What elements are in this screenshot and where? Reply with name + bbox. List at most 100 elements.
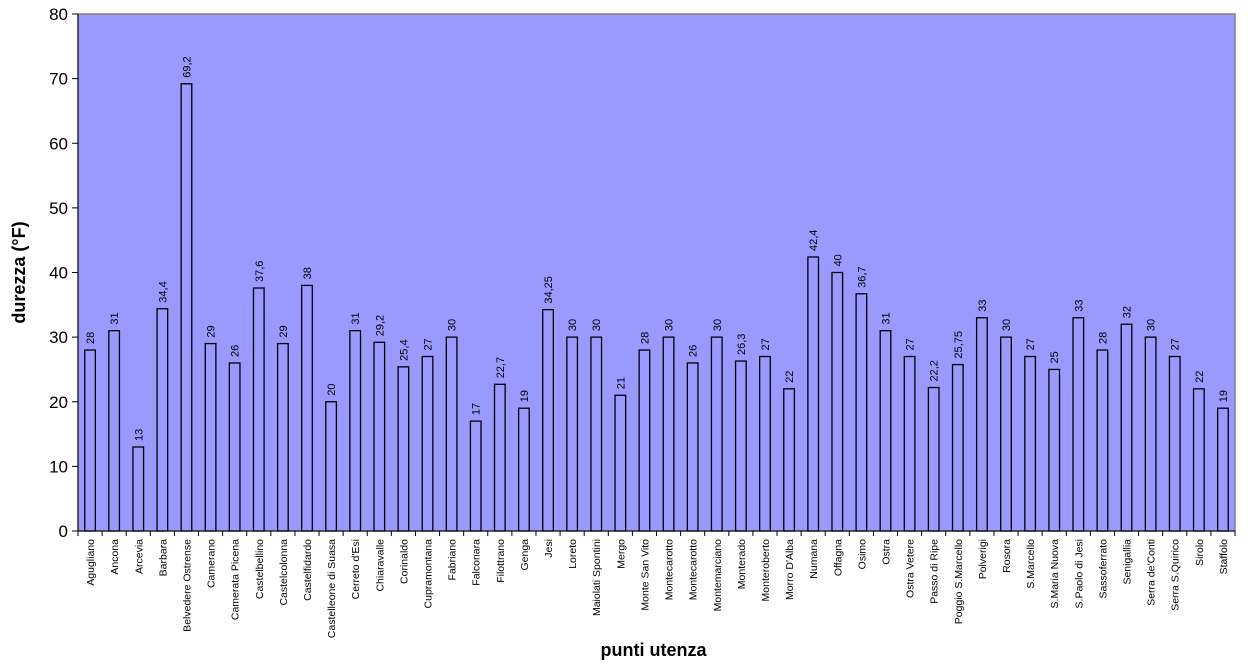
bar <box>252 287 265 532</box>
y-tick-label: 0 <box>59 522 68 541</box>
x-tick-label: Morro D'Alba <box>784 539 796 600</box>
bar <box>1192 388 1205 532</box>
data-label: 20 <box>326 384 338 396</box>
x-tick-label: Ostra <box>880 539 892 565</box>
bar <box>445 336 458 532</box>
bar <box>1000 336 1012 532</box>
y-tick-label: 60 <box>49 134 68 153</box>
bar <box>614 394 627 532</box>
data-label: 27 <box>905 338 917 350</box>
x-tick-label: Monterado <box>736 539 748 589</box>
data-label: 17 <box>471 403 483 415</box>
x-tick-label: Castelfidardo <box>302 539 314 601</box>
bar <box>228 362 241 532</box>
data-label: 28 <box>639 332 651 344</box>
bar <box>807 256 820 532</box>
data-label: 30 <box>447 319 459 331</box>
x-tick-label: Camerano <box>206 539 218 588</box>
x-tick-label: Agugliano <box>85 539 97 586</box>
data-label: 34,4 <box>157 281 169 302</box>
y-tick-label: 10 <box>49 457 68 476</box>
bar <box>276 342 289 532</box>
x-tick-label: Offagna <box>832 539 844 576</box>
data-label: 13 <box>133 429 145 441</box>
x-tick-label: Loreto <box>567 539 579 569</box>
x-tick-label: S.Marcello <box>1025 539 1037 589</box>
bar <box>1048 368 1061 532</box>
bar <box>1024 355 1037 532</box>
y-tick-label: 50 <box>49 199 68 218</box>
x-tick-label: Monteroberto <box>760 539 772 602</box>
data-label: 27 <box>1025 338 1037 350</box>
bar <box>1144 336 1157 532</box>
x-tick-label: Fabriano <box>447 539 459 581</box>
data-label: 19 <box>519 390 531 402</box>
data-labels: 28 31 13 34,4 69,2 29 26 37,6 29 38 20 31 29,2 25,4 27… <box>85 56 1230 441</box>
data-label: 30 <box>567 319 579 331</box>
x-tick-label: Senigallia <box>1122 539 1134 585</box>
bar <box>397 366 410 532</box>
data-label: 29,2 <box>374 315 386 336</box>
data-label: 33 <box>1073 299 1085 311</box>
x-tick-label: Castelcolonna <box>278 539 290 606</box>
x-tick-label: Chiaravalle <box>374 539 386 592</box>
bar <box>1168 355 1181 532</box>
bar <box>204 342 217 532</box>
x-tick-label: Mergo <box>615 539 627 569</box>
x-tick-label: Cupramontana <box>423 539 435 609</box>
bar <box>421 355 434 532</box>
plot-area <box>77 13 1236 532</box>
data-label: 25,4 <box>398 339 410 360</box>
data-label: 30 <box>664 319 676 331</box>
data-label: 22 <box>1194 371 1206 383</box>
bar <box>638 349 651 532</box>
bar <box>831 271 844 532</box>
x-tick-label: Castelbellino <box>254 539 266 599</box>
x-tick-label: Monte San Vito <box>639 539 651 611</box>
data-label: 27 <box>423 338 435 350</box>
x-tick-label: Staffolo <box>1218 539 1230 575</box>
data-label: 31 <box>109 312 121 324</box>
x-tick-label: Filottrano <box>495 539 507 583</box>
bar <box>686 362 699 532</box>
x-tick-label: Montecarotto <box>688 539 700 600</box>
x-tick-label: Numana <box>808 539 820 579</box>
data-label: 30 <box>712 319 724 331</box>
bar <box>710 336 723 532</box>
data-label: 21 <box>615 377 627 389</box>
bar <box>783 388 796 532</box>
data-label: 22,7 <box>495 357 507 378</box>
bar <box>951 363 964 532</box>
data-label: 28 <box>85 332 97 344</box>
x-tick-label: S.Paolo di Jesi <box>1073 539 1085 608</box>
x-tick-label: Montecarotto <box>664 539 676 600</box>
bar <box>156 308 169 532</box>
y-tick-label: 70 <box>49 70 68 89</box>
x-tick-label: Osimo <box>856 539 868 569</box>
bar <box>734 360 747 532</box>
data-label: 22,2 <box>929 360 941 381</box>
y-tick-label: 20 <box>49 393 68 412</box>
x-tick-label: Maiolati Spontini <box>591 539 603 616</box>
data-label: 19 <box>1218 390 1230 402</box>
x-tick-label: Castelleone di Suasa <box>326 539 338 638</box>
data-label: 25 <box>1049 351 1061 363</box>
bar <box>84 349 97 532</box>
data-label: 38 <box>302 267 314 279</box>
bar <box>1072 317 1085 532</box>
data-label: 28 <box>1097 332 1109 344</box>
data-label: 31 <box>880 312 892 324</box>
x-tick-label: Barbara <box>157 539 169 577</box>
bar <box>469 420 482 532</box>
data-label: 26,3 <box>736 334 748 355</box>
x-tick-label: Corinaldo <box>398 539 410 584</box>
data-label: 30 <box>591 319 603 331</box>
bar <box>927 386 940 532</box>
x-tick-label: Ostra Vetere <box>905 539 917 598</box>
data-label: 30 <box>1001 319 1013 331</box>
data-label: 26 <box>230 345 242 357</box>
bar <box>975 317 988 532</box>
x-tick-label: Genga <box>519 539 531 571</box>
